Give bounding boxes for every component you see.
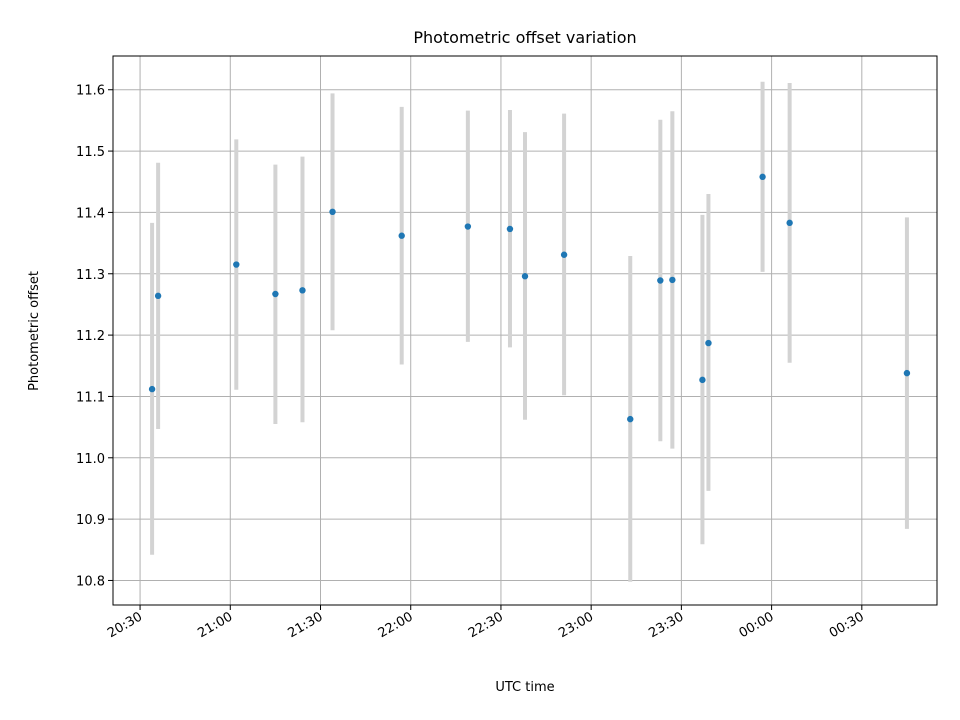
data-point (272, 290, 279, 298)
x-tick-label: 20:30 (105, 609, 145, 641)
x-tick-label: 00:00 (737, 609, 777, 641)
y-tick-label: 10.9 (76, 513, 105, 528)
data-point (464, 223, 472, 230)
y-tick-label: 11.2 (76, 329, 105, 344)
data-point (521, 273, 529, 280)
data-point (657, 277, 664, 284)
data-point (903, 369, 911, 377)
y-axis-label: Photometric offset (27, 271, 42, 391)
x-tick-label: 23:30 (646, 609, 686, 641)
errorbar-layer (150, 81, 909, 582)
plot-frame (112, 55, 938, 606)
point-layer (148, 173, 911, 423)
x-tick-label: 22:30 (466, 609, 506, 641)
y-tick-label: 11.0 (76, 452, 105, 467)
x-tick-label: 21:00 (195, 609, 235, 641)
data-point (759, 173, 766, 181)
data-point (329, 208, 336, 216)
data-point (506, 225, 514, 233)
data-point (233, 261, 240, 268)
data-point (699, 376, 706, 384)
x-tick-label: 21:30 (286, 609, 326, 641)
data-point (705, 339, 712, 347)
y-tick-label: 11.6 (76, 84, 105, 99)
x-tick-label: 22:00 (376, 609, 416, 641)
data-point (299, 287, 306, 294)
data-point (154, 292, 162, 300)
x-axis-label: UTC time (495, 680, 554, 695)
y-tick-label: 11.4 (76, 206, 105, 221)
y-tick-label: 11.5 (76, 145, 105, 160)
data-point (560, 251, 568, 258)
y-tick-label: 11.3 (76, 268, 105, 283)
data-point (786, 219, 793, 227)
data-point (398, 232, 405, 239)
chart-title: Photometric offset variation (413, 28, 636, 47)
data-point (148, 385, 156, 393)
y-tick-label: 11.1 (76, 390, 105, 405)
data-point (627, 415, 634, 423)
x-tick-label: 00:30 (827, 609, 867, 641)
x-tick-label: 23:00 (556, 609, 596, 641)
y-tick-label: 10.8 (76, 574, 105, 589)
data-point (669, 276, 676, 284)
tick-layer: 20:30 21:00 21:30 22:00 22:30 23:00 23:30 00:00… (76, 84, 867, 641)
